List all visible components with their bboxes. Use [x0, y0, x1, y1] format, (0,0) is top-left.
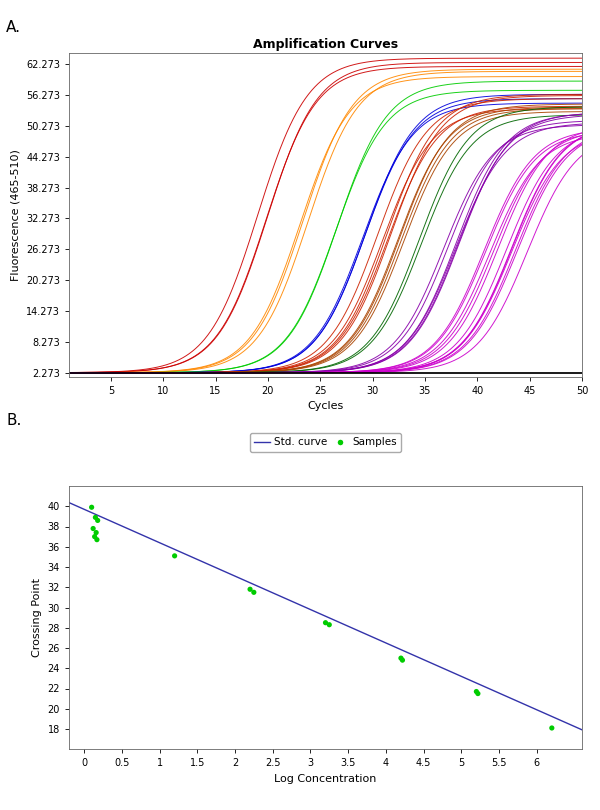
Point — [547, 722, 557, 735]
X-axis label: Cycles: Cycles — [307, 401, 344, 411]
Point — [398, 654, 407, 667]
Title: Standard Curve: Standard Curve — [271, 440, 380, 453]
Point — [473, 687, 482, 700]
Point — [472, 685, 481, 698]
Text: A.: A. — [6, 20, 21, 36]
Point — [93, 514, 103, 527]
Point — [245, 583, 255, 596]
Point — [91, 511, 100, 524]
Point — [91, 526, 101, 539]
Text: B.: B. — [6, 413, 22, 428]
Point — [92, 533, 102, 546]
Legend: Std. curve, Samples: Std. curve, Samples — [250, 433, 401, 452]
Point — [170, 549, 179, 562]
Y-axis label: Crossing Point: Crossing Point — [32, 578, 42, 657]
Title: Amplification Curves: Amplification Curves — [253, 39, 398, 52]
Point — [249, 586, 259, 599]
Point — [320, 616, 330, 629]
X-axis label: Log Concentration: Log Concentration — [274, 774, 377, 784]
Point — [325, 618, 334, 631]
Point — [396, 651, 406, 664]
Point — [87, 501, 97, 514]
Point — [90, 531, 100, 544]
Y-axis label: Fluorescence (465-510): Fluorescence (465-510) — [10, 149, 20, 280]
Point — [88, 522, 98, 535]
